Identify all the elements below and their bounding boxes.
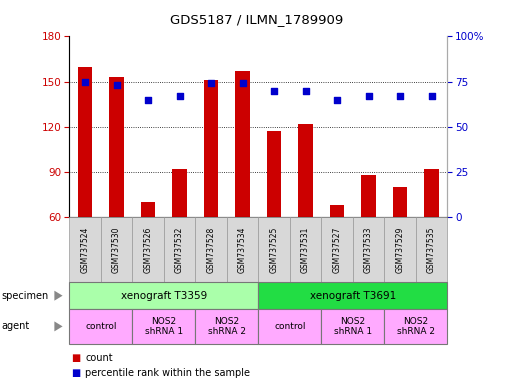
- Point: [144, 97, 152, 103]
- Text: NOS2
shRNA 2: NOS2 shRNA 2: [208, 317, 246, 336]
- Text: xenograft T3691: xenograft T3691: [310, 291, 396, 301]
- Bar: [235, 71, 250, 217]
- Point: [175, 93, 184, 99]
- Text: agent: agent: [1, 321, 29, 331]
- Bar: [267, 131, 281, 217]
- Text: ■: ■: [71, 353, 80, 363]
- Point: [270, 88, 278, 94]
- Text: specimen: specimen: [1, 291, 48, 301]
- Point: [333, 97, 341, 103]
- Bar: [141, 202, 155, 217]
- Point: [207, 80, 215, 86]
- Text: GSM737532: GSM737532: [175, 227, 184, 273]
- Point: [302, 88, 310, 94]
- Text: count: count: [85, 353, 113, 363]
- Point: [239, 80, 247, 86]
- Bar: [78, 66, 92, 217]
- Point: [427, 93, 436, 99]
- Text: GSM737529: GSM737529: [396, 227, 405, 273]
- Text: control: control: [85, 322, 116, 331]
- Text: GSM737528: GSM737528: [207, 227, 215, 273]
- Text: GSM737534: GSM737534: [238, 226, 247, 273]
- Bar: [362, 175, 376, 217]
- Text: NOS2
shRNA 1: NOS2 shRNA 1: [334, 317, 372, 336]
- Text: GSM737533: GSM737533: [364, 226, 373, 273]
- Text: percentile rank within the sample: percentile rank within the sample: [85, 368, 250, 378]
- Bar: [424, 169, 439, 217]
- Bar: [299, 124, 312, 217]
- Point: [396, 93, 404, 99]
- Text: NOS2
shRNA 2: NOS2 shRNA 2: [397, 317, 435, 336]
- Text: NOS2
shRNA 1: NOS2 shRNA 1: [145, 317, 183, 336]
- Text: GSM737524: GSM737524: [81, 227, 89, 273]
- Point: [112, 82, 121, 88]
- Text: GSM737531: GSM737531: [301, 227, 310, 273]
- Text: GSM737535: GSM737535: [427, 226, 436, 273]
- Bar: [109, 77, 124, 217]
- Text: xenograft T3359: xenograft T3359: [121, 291, 207, 301]
- Point: [364, 93, 372, 99]
- Text: GDS5187 / ILMN_1789909: GDS5187 / ILMN_1789909: [170, 13, 343, 26]
- Text: GSM737530: GSM737530: [112, 226, 121, 273]
- Text: GSM737526: GSM737526: [144, 227, 152, 273]
- Text: control: control: [274, 322, 306, 331]
- Bar: [172, 169, 187, 217]
- Text: GSM737525: GSM737525: [269, 227, 279, 273]
- Text: ■: ■: [71, 368, 80, 378]
- Bar: [330, 205, 344, 217]
- Bar: [393, 187, 407, 217]
- Bar: [204, 80, 218, 217]
- Text: GSM737527: GSM737527: [332, 227, 342, 273]
- Point: [81, 79, 89, 85]
